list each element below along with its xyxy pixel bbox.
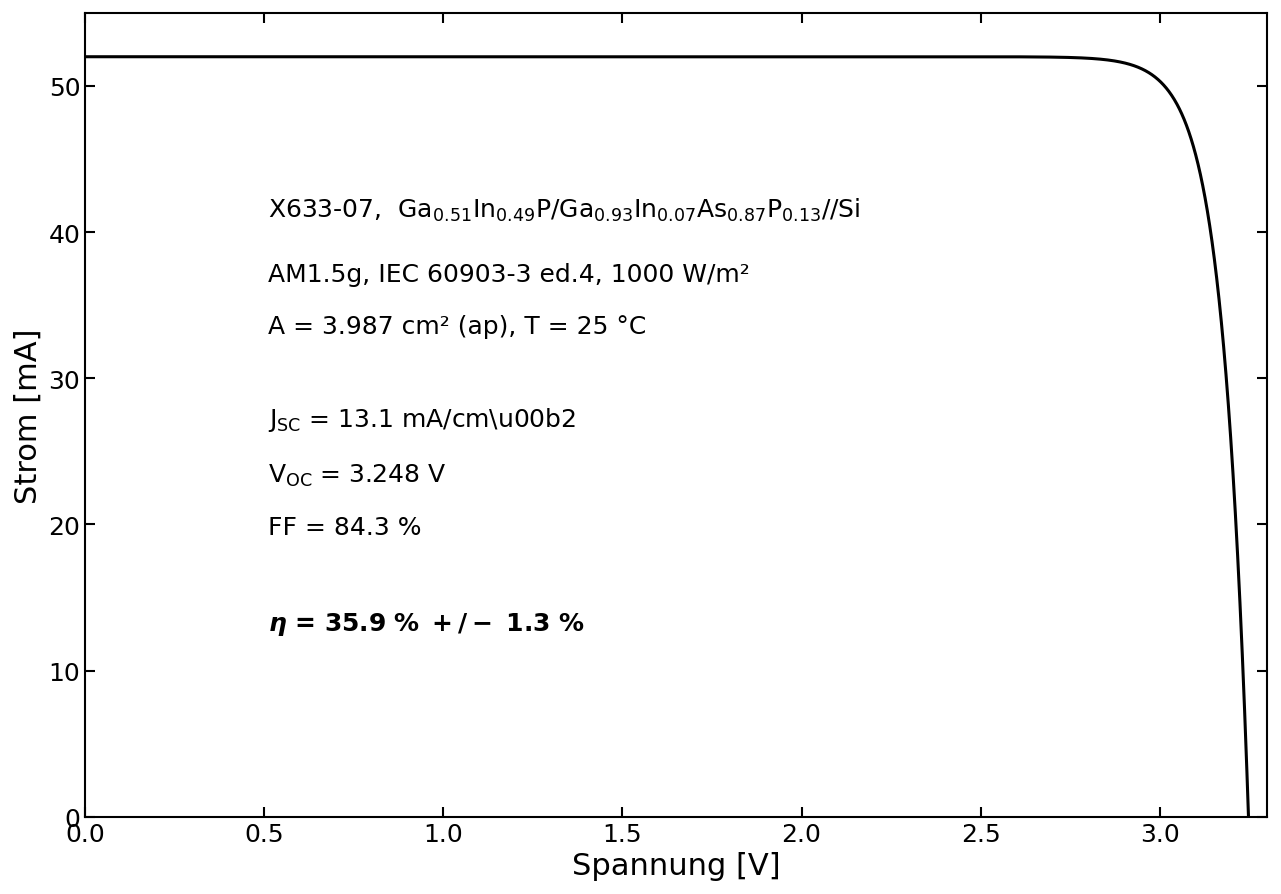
Text: $\mathrm{V_{OC}}$ = 3.248 V: $\mathrm{V_{OC}}$ = 3.248 V (269, 462, 446, 489)
Text: $\mathrm{J_{SC}}$ = 13.1 mA/cm\u00b2: $\mathrm{J_{SC}}$ = 13.1 mA/cm\u00b2 (269, 405, 576, 434)
Y-axis label: Strom [mA]: Strom [mA] (14, 328, 42, 503)
Text: A = 3.987 cm² (ap), T = 25 °C: A = 3.987 cm² (ap), T = 25 °C (269, 315, 647, 339)
Text: X633-07,  $\mathrm{Ga_{0.51}In_{0.49}P/Ga_{0.93}In_{0.07}As_{0.87}P_{0.13}}$//Si: X633-07, $\mathrm{Ga_{0.51}In_{0.49}P/Ga… (269, 197, 861, 224)
Text: $\boldsymbol{\eta}$ = $\mathbf{35.9\ \%\ +/-\ 1.3\ \%}$: $\boldsymbol{\eta}$ = $\mathbf{35.9\ \%\… (269, 611, 585, 637)
Text: FF = 84.3 %: FF = 84.3 % (269, 516, 421, 540)
X-axis label: Spannung [V]: Spannung [V] (571, 851, 780, 880)
Text: AM1.5g, IEC 60903-3 ed.4, 1000 W/m²: AM1.5g, IEC 60903-3 ed.4, 1000 W/m² (269, 263, 751, 287)
